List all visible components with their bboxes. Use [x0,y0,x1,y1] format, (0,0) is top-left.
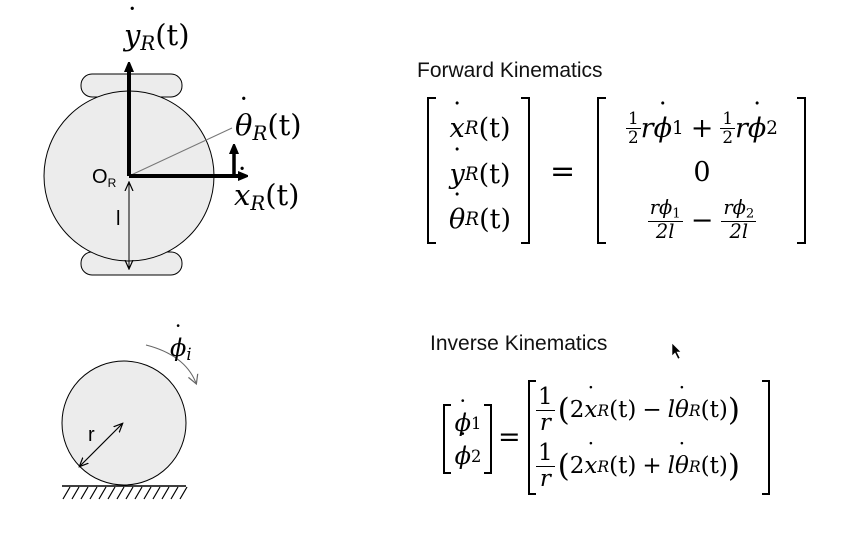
forward-lhs-vector: xR(t) yR(t) θR(t) [438,98,522,242]
radius-label: r [88,424,95,446]
wheel [61,360,187,486]
inverse-lhs-vector: ϕ1 ϕ2 [451,396,485,472]
robot-top-view: OR l [43,66,244,276]
y-axis-label: yR(t) [124,2,190,55]
theta-axis-label: θR(t) [235,92,302,145]
radius-arrow [80,424,122,466]
forward-equals: = [550,154,576,189]
wheel-side-view: r [61,344,196,500]
ground-hatching [62,486,188,500]
inverse-rhs-vector: 1r (2xR(t) − lθR(t)) 1r (2xR(t) + lθR(t)… [536,382,762,494]
forward-brackets [427,97,806,244]
x-axis-label: xR(t) [234,162,300,215]
inverse-brackets [443,380,770,495]
heading-line [128,127,233,177]
inverse-kinematics-title: Inverse Kinematics [430,332,608,355]
origin-label: OR [92,166,117,190]
half-width-label: l [116,208,120,230]
mouse-cursor [671,342,682,360]
forward-kinematics-title: Forward Kinematics [417,59,603,82]
wheel-rate-label: ϕi [170,321,192,364]
inverse-equals: = [498,422,521,453]
